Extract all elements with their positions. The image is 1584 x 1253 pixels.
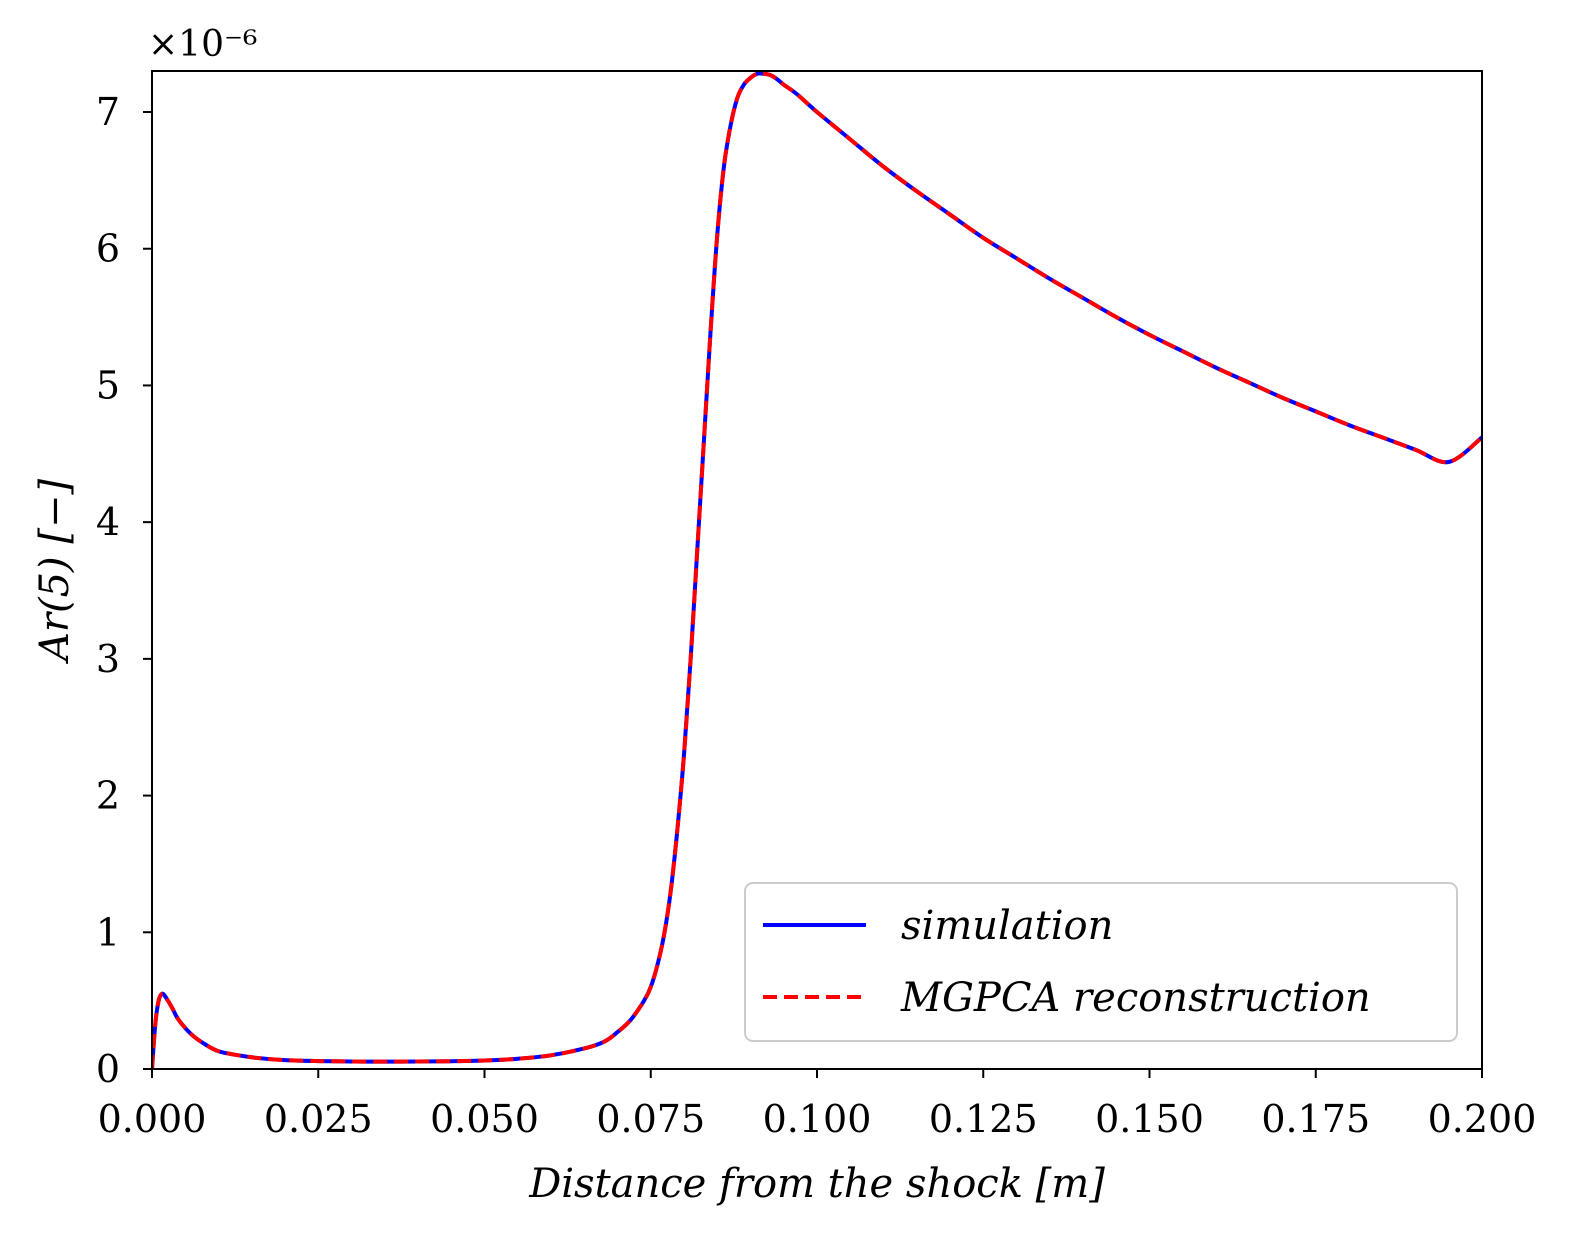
- x-tick-label: 0.200: [1428, 1097, 1537, 1141]
- x-tick-label: 0.000: [98, 1097, 207, 1141]
- y-tick-label: 1: [96, 910, 120, 954]
- y-tick-label: 6: [96, 227, 120, 271]
- series-layer: [152, 71, 1482, 1069]
- y-tick-label: 3: [96, 637, 120, 681]
- y-tick-label: 5: [96, 363, 120, 407]
- x-tick-label: 0.150: [1095, 1097, 1204, 1141]
- y-tick-label: 4: [96, 500, 120, 544]
- x-tick-label: 0.100: [763, 1097, 872, 1141]
- legend-label-mgpca: MGPCA reconstruction: [900, 975, 1371, 1021]
- x-tick-label: 0.025: [264, 1097, 373, 1141]
- x-tick-label: 0.175: [1261, 1097, 1370, 1141]
- x-tick-label: 0.075: [596, 1097, 705, 1141]
- y-tick-label: 2: [96, 774, 120, 818]
- x-tick-label: 0.050: [430, 1097, 539, 1141]
- legend-label-simulation: simulation: [901, 903, 1113, 949]
- x-axis-ticks: 0.000 0.025 0.050 0.075 0.100 0.125 0.150 0.175…: [98, 1069, 1537, 1141]
- legend-box: [744, 882, 1458, 1042]
- y-axis-ticks: 0 1 2 3 4 5 6 7: [96, 90, 152, 1091]
- legend: simulation MGPCA reconstruction: [744, 882, 1458, 1042]
- x-tick-label: 0.125: [929, 1097, 1038, 1141]
- y-tick-label: 0: [96, 1047, 120, 1091]
- y-axis-label: Ar(5) [−]: [32, 479, 78, 666]
- y-offset-label: ×10⁻⁶: [148, 24, 257, 65]
- x-axis-label: Distance from the shock [m]: [528, 1161, 1105, 1207]
- series-line-mgpca-reconstruction: [152, 71, 1482, 1069]
- y-tick-label: 7: [96, 90, 120, 134]
